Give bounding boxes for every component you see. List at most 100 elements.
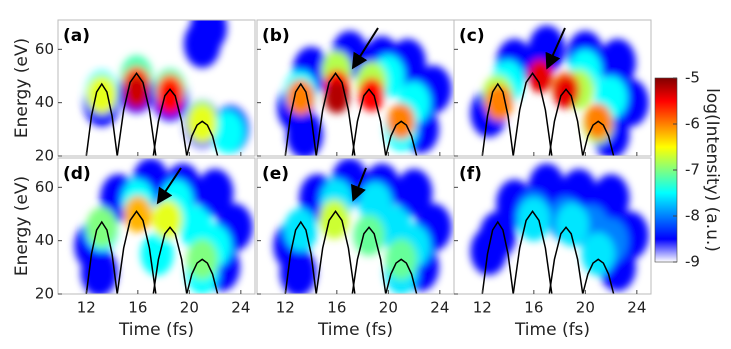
x-tick-label: 20 — [180, 299, 199, 317]
heatmap — [470, 163, 649, 294]
panel: (c) — [453, 19, 652, 157]
x-tick-label: 24 — [627, 299, 646, 317]
intensity-blob — [196, 168, 234, 217]
panel: 20 40 60 (a) Energy (eV) — [12, 19, 256, 165]
model-curve — [548, 226, 584, 294]
x-axis-label: Time (fs) — [118, 320, 194, 340]
arrows — [156, 27, 566, 205]
panel: 12 16 20 24 20 40 60 (d) Time (fs) Energy (eV) — [12, 157, 256, 340]
y-tick-label: 60 — [35, 178, 54, 196]
panel: 12 16 20 24 (f) Time (fs) — [453, 157, 652, 340]
x-axis-label: Time (fs) — [317, 320, 393, 340]
panel-label: (f) — [459, 164, 482, 184]
y-tick-label: 20 — [35, 147, 54, 165]
y-tick-label: 20 — [35, 285, 54, 303]
x-tick-label: 12 — [276, 299, 295, 317]
panel: (b) — [256, 19, 455, 157]
intensity-blob — [152, 199, 183, 239]
x-tick-label: 16 — [327, 299, 346, 317]
intensity-blob — [599, 38, 636, 87]
heatmap-blobs — [83, 20, 249, 154]
intensity-blob — [86, 207, 118, 248]
arrow — [351, 167, 367, 202]
heatmap — [273, 158, 452, 294]
model-curve — [284, 220, 317, 294]
intensity-blob — [581, 232, 615, 276]
model-curve — [351, 226, 387, 294]
model-curve — [481, 82, 514, 156]
model-curve — [385, 120, 418, 156]
heatmap-blobs — [74, 158, 253, 294]
intensity-blob — [485, 84, 513, 121]
heatmap-blobs — [277, 30, 452, 156]
model-curve — [512, 210, 553, 294]
y-axis-label: Energy (eV) — [12, 176, 32, 276]
panel-label: (b) — [262, 26, 290, 46]
colorbar-tick-label: -9 — [685, 253, 700, 271]
y-axis-label: Energy (eV) — [12, 38, 32, 138]
x-tick-label: 24 — [430, 299, 449, 317]
intensity-blob — [190, 20, 227, 52]
colorbar-tick-label: -6 — [685, 115, 700, 133]
x-tick-label: 12 — [473, 299, 492, 317]
model-curve — [116, 72, 157, 156]
model-curve — [481, 220, 514, 294]
colorbar-tick-label: -7 — [685, 161, 700, 179]
model-curve — [186, 120, 219, 156]
model-curve — [116, 210, 157, 294]
x-tick-label: 20 — [379, 299, 398, 317]
intensity-blob — [555, 202, 590, 247]
intensity-blob — [86, 75, 117, 115]
model-curve — [512, 72, 553, 156]
panel-label: (e) — [262, 164, 289, 184]
intensity-blob — [187, 104, 218, 144]
intensity-blob — [284, 208, 318, 252]
model-curve — [582, 120, 615, 156]
arrow — [156, 167, 182, 205]
y-tick-label: 60 — [35, 40, 54, 58]
model-curve — [152, 226, 188, 294]
y-tick-label: 40 — [35, 231, 54, 249]
heatmap — [83, 20, 249, 156]
model-curve — [351, 88, 387, 156]
heatmap-blobs — [470, 163, 649, 292]
arrow — [545, 27, 566, 70]
panel-frame — [453, 157, 652, 295]
panel-label: (a) — [63, 26, 90, 46]
intensity-blob — [358, 77, 385, 112]
intensity-blob — [353, 214, 385, 256]
model-curve — [385, 258, 418, 294]
colorbar-label: log(Intensity) (a.u.) — [702, 88, 722, 252]
intensity-blob — [395, 168, 433, 217]
arrow — [351, 27, 379, 70]
intensity-blob — [517, 197, 551, 242]
colorbar-tick-label: -5 — [685, 69, 700, 87]
model-curve — [152, 88, 188, 156]
heatmap — [470, 25, 649, 156]
intensity-blob — [286, 110, 323, 156]
model-curve — [186, 258, 219, 294]
x-tick-label: 20 — [576, 299, 595, 317]
x-tick-label: 24 — [231, 299, 250, 317]
panel-frame — [57, 19, 256, 157]
heatmap-blobs — [470, 25, 649, 156]
panel: 12 16 20 24 (e) Time (fs) — [256, 157, 455, 340]
model-curve — [85, 220, 118, 294]
model-curve — [85, 82, 118, 156]
panel-frame — [57, 157, 256, 295]
heatmap — [74, 158, 253, 294]
model-curve — [315, 72, 356, 156]
x-tick-label: 12 — [77, 299, 96, 317]
colorbar-tick-label: -8 — [685, 207, 700, 225]
x-axis-label: Time (fs) — [514, 320, 590, 340]
model-curve — [582, 258, 615, 294]
panel-label: (c) — [459, 26, 485, 46]
intensity-blob — [211, 110, 245, 154]
model-curve — [548, 88, 584, 156]
intensity-blob — [479, 211, 517, 260]
intensity-blob — [553, 75, 579, 109]
x-tick-label: 16 — [524, 299, 543, 317]
panel-label: (d) — [63, 164, 91, 184]
heatmap — [277, 30, 452, 156]
